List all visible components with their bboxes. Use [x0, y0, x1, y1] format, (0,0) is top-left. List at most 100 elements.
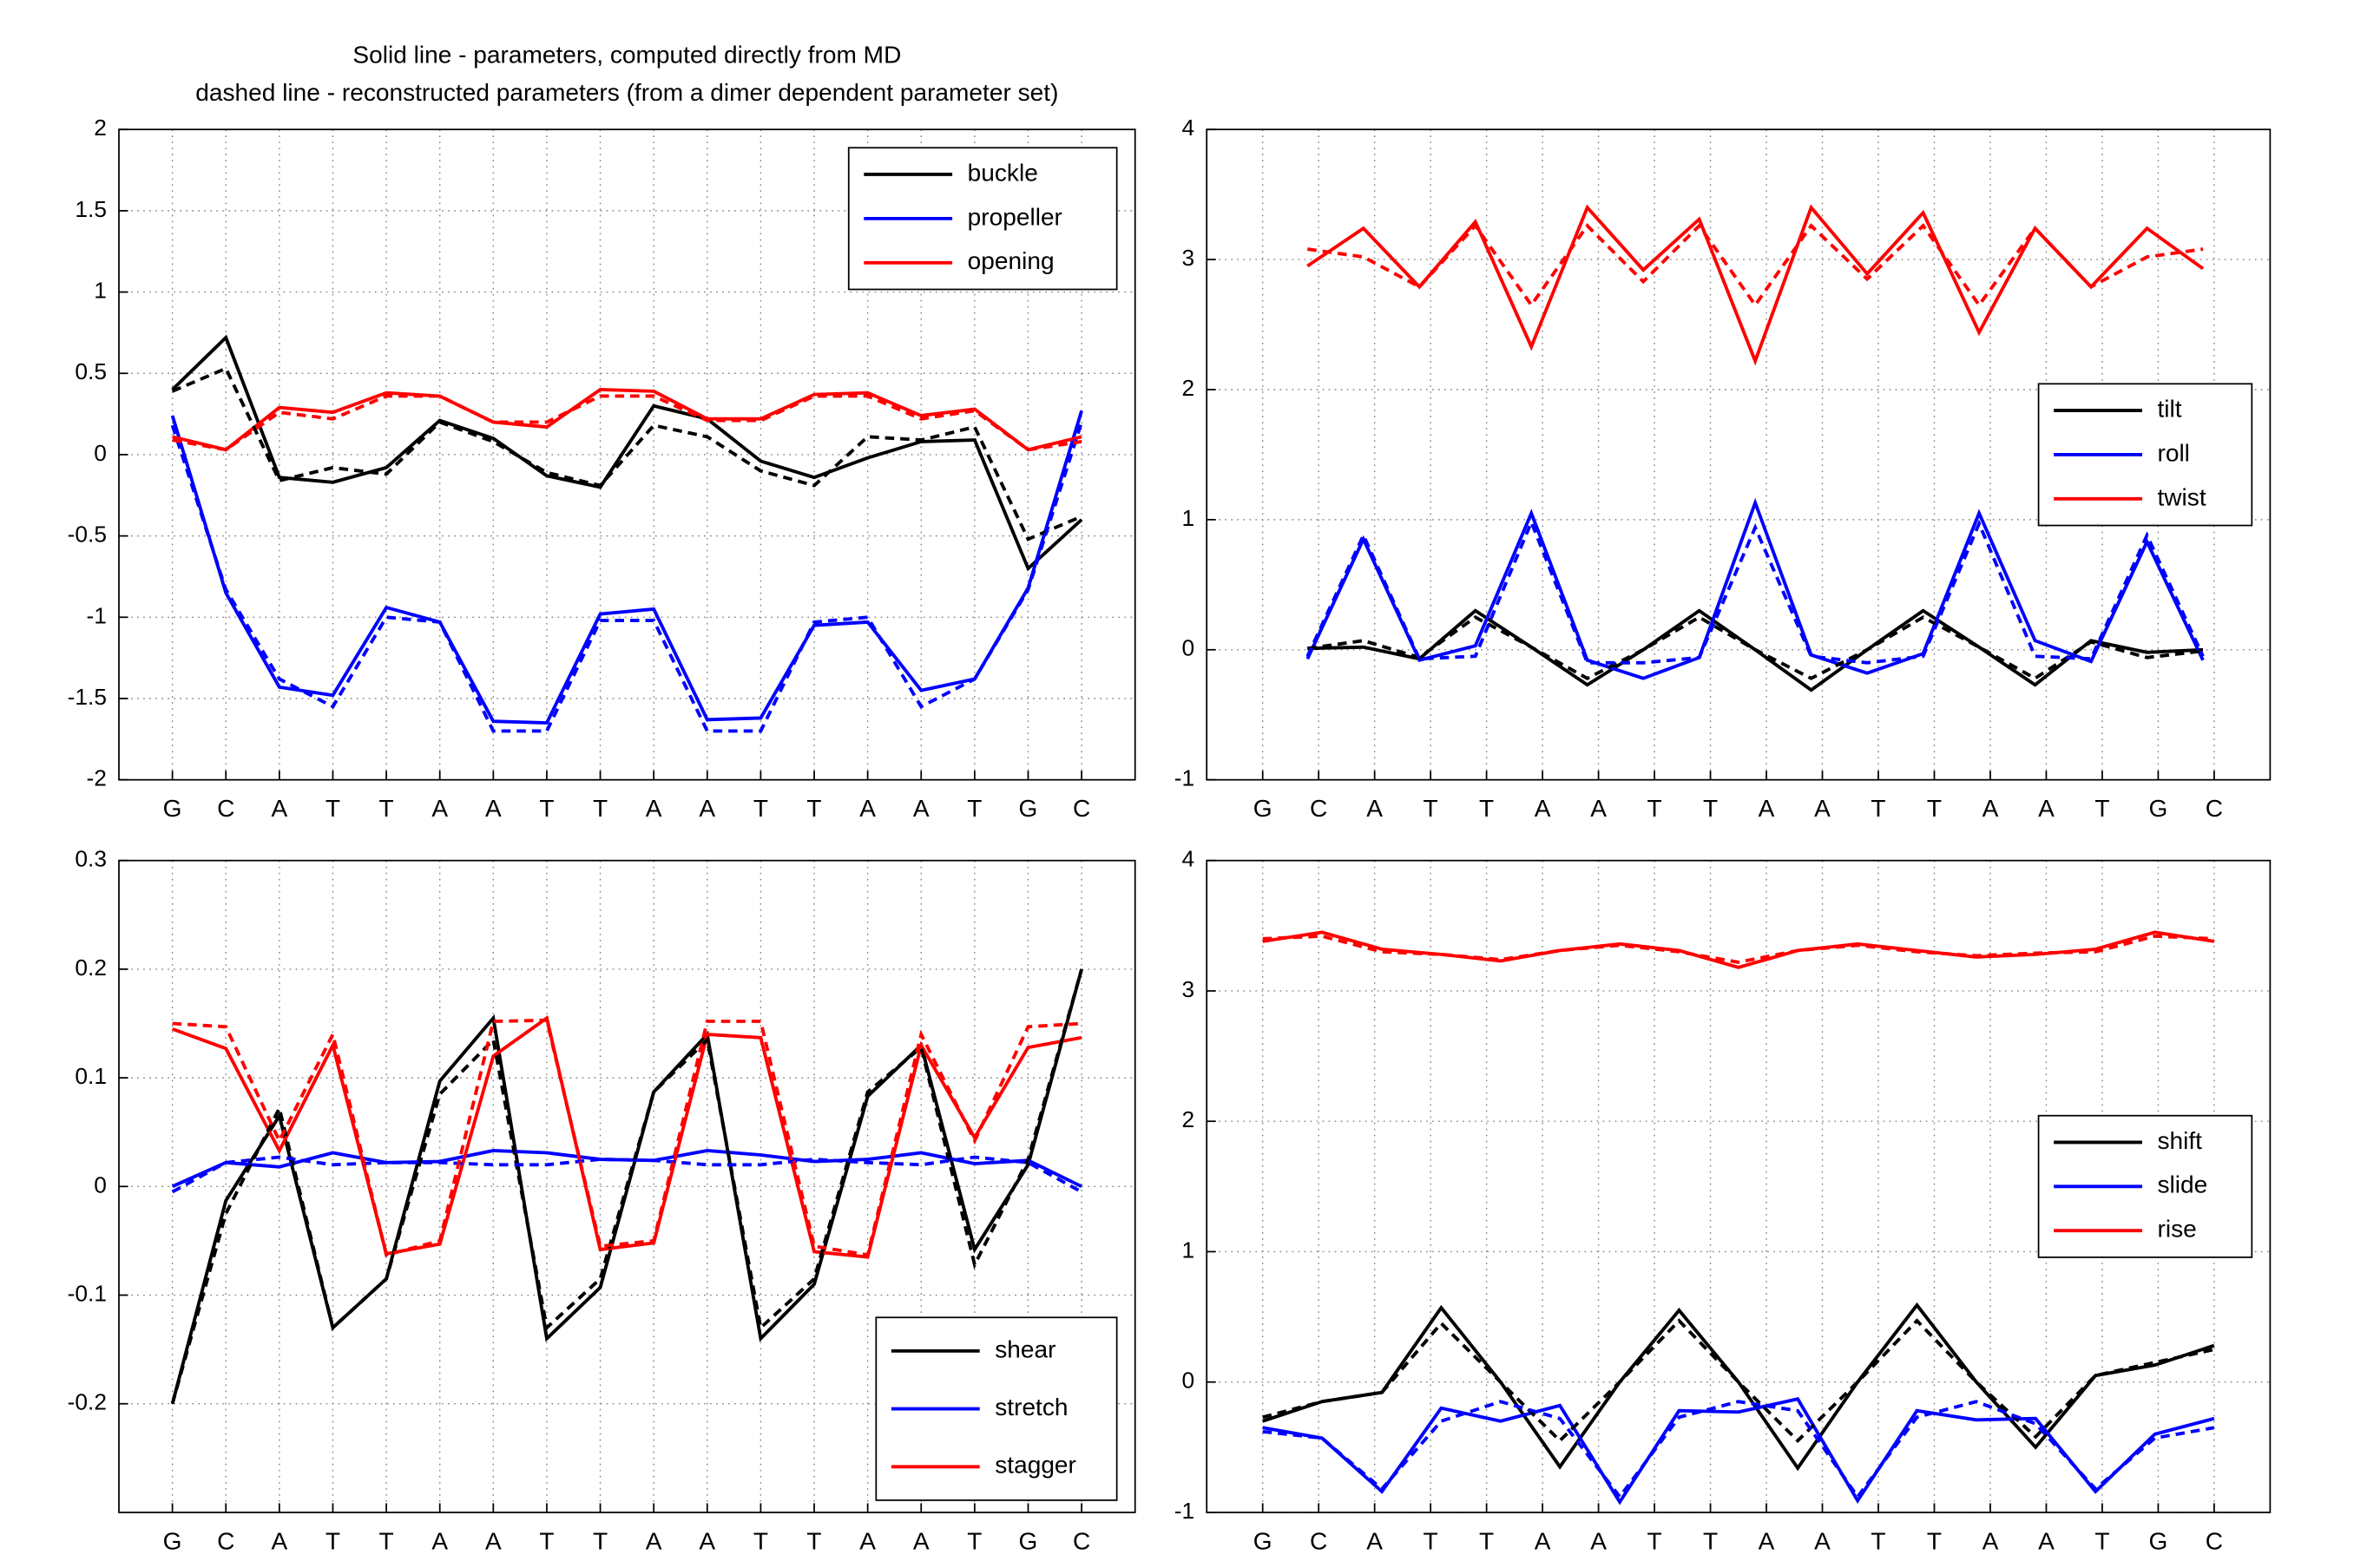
x-tick-label: A	[859, 1527, 876, 1554]
y-tick-label: 0.2	[75, 955, 107, 981]
y-tick-label: 2	[94, 115, 107, 141]
x-tick-label: T	[379, 795, 394, 822]
legend-label: rise	[2157, 1216, 2196, 1243]
y-tick-label: -1.5	[68, 684, 107, 710]
y-tick-label: 1	[1182, 505, 1195, 531]
x-tick-label: T	[593, 1527, 608, 1554]
series-line	[1306, 204, 2205, 366]
subplot: Solid line - parameters, computed direct…	[68, 41, 1136, 822]
x-tick-label: T	[539, 795, 554, 822]
legend-label: shear	[995, 1335, 1055, 1362]
x-tick-label: A	[2038, 795, 2055, 822]
x-tick-label: A	[485, 795, 502, 822]
x-tick-label: T	[2094, 795, 2109, 822]
x-tick-label: A	[859, 795, 876, 822]
x-tick-label: T	[1871, 1527, 1885, 1554]
x-tick-label: A	[1590, 1527, 1607, 1554]
x-tick-label: A	[431, 1527, 448, 1554]
legend-label: buckle	[968, 159, 1038, 186]
y-tick-label: 2	[1182, 375, 1195, 401]
x-tick-label: A	[1982, 1527, 1999, 1554]
y-tick-label: 0	[1182, 1368, 1195, 1394]
x-tick-label: T	[806, 795, 821, 822]
legend-label: twist	[2157, 483, 2206, 510]
x-tick-label: A	[271, 795, 287, 822]
x-tick-label: T	[1927, 1527, 1942, 1554]
series-line	[1307, 223, 2204, 308]
series-line	[171, 1015, 1082, 1259]
x-tick-label: A	[431, 795, 448, 822]
x-tick-label: A	[1759, 1527, 1775, 1554]
x-tick-label: G	[1019, 1527, 1038, 1554]
legend-box	[847, 147, 1118, 291]
x-tick-label: T	[806, 1527, 821, 1554]
legend-label: propeller	[968, 203, 1062, 230]
x-tick-label: G	[2148, 1527, 2167, 1554]
legend-label: slide	[2157, 1171, 2207, 1198]
x-tick-label: C	[1073, 795, 1090, 822]
legend-label: stretch	[995, 1394, 1068, 1420]
y-tick-label: -0.2	[68, 1389, 107, 1415]
x-tick-label: T	[325, 795, 340, 822]
legend: tilt roll twist	[2037, 383, 2253, 527]
legend-label: stagger	[995, 1452, 1076, 1479]
x-tick-label: A	[271, 1527, 287, 1554]
x-tick-label: T	[967, 1527, 982, 1554]
y-tick-label: 1	[1182, 1237, 1195, 1263]
x-tick-label: C	[217, 795, 234, 822]
y-tick-label: 0	[94, 440, 107, 466]
x-tick-label: G	[163, 795, 182, 822]
y-tick-label: 2	[1182, 1106, 1195, 1132]
x-tick-label: T	[967, 795, 982, 822]
x-tick-label: A	[913, 1527, 930, 1554]
x-tick-label: G	[1253, 795, 1272, 822]
x-tick-label: T	[593, 795, 608, 822]
series-line	[1305, 517, 2205, 665]
legend: buckle propeller opening	[847, 147, 1118, 291]
x-tick-label: T	[1703, 1527, 1718, 1554]
x-tick-label: A	[1759, 795, 1775, 822]
x-tick-label: A	[1590, 795, 1607, 822]
x-tick-label: T	[753, 795, 768, 822]
y-tick-label: -1	[1174, 765, 1194, 791]
x-tick-label: A	[1366, 795, 1383, 822]
x-tick-label: A	[485, 1527, 502, 1554]
y-tick-label: 0	[94, 1171, 107, 1197]
x-tick-label: C	[1073, 1527, 1090, 1554]
x-tick-label: A	[2038, 1527, 2055, 1554]
subplot: -0.2 -0.1 0 0.1 0.2 0.3 G C A T T A A T T A A T T A A T G Cshea…	[68, 846, 1136, 1554]
series-line	[1262, 1397, 2215, 1506]
x-tick-label: A	[646, 1527, 662, 1554]
axes-frame	[1206, 128, 2272, 781]
y-tick-label: 1.5	[75, 196, 107, 222]
axes-frame	[1206, 859, 2272, 1513]
legend: shear stretch stagger	[875, 1316, 1118, 1501]
x-tick-label: T	[1424, 795, 1438, 822]
legend-label: roll	[2157, 439, 2189, 466]
x-tick-label: T	[539, 1527, 554, 1554]
x-tick-label: C	[2206, 795, 2223, 822]
series-line	[172, 388, 1082, 452]
x-tick-label: A	[1366, 1527, 1383, 1554]
x-tick-label: C	[217, 1527, 234, 1554]
series-line	[1262, 1400, 2215, 1500]
x-tick-label: A	[646, 795, 662, 822]
x-tick-label: A	[699, 795, 715, 822]
chart-title: Solid line - parameters, computed direct…	[352, 41, 901, 68]
series-line	[170, 968, 1083, 1405]
x-tick-label: C	[1310, 795, 1327, 822]
series-line	[1307, 615, 2204, 681]
x-tick-label: G	[163, 1527, 182, 1554]
x-tick-label: A	[1535, 1527, 1551, 1554]
series-line	[171, 1155, 1083, 1194]
axes-frame	[118, 859, 1136, 1513]
x-tick-label: G	[1019, 795, 1038, 822]
legend-label: opening	[968, 247, 1055, 274]
y-tick-label: 1	[94, 278, 107, 304]
x-tick-label: T	[1927, 795, 1942, 822]
legend-label: tilt	[2157, 395, 2181, 422]
y-tick-label: 0.1	[75, 1063, 107, 1089]
y-tick-label: 0	[1182, 635, 1195, 661]
